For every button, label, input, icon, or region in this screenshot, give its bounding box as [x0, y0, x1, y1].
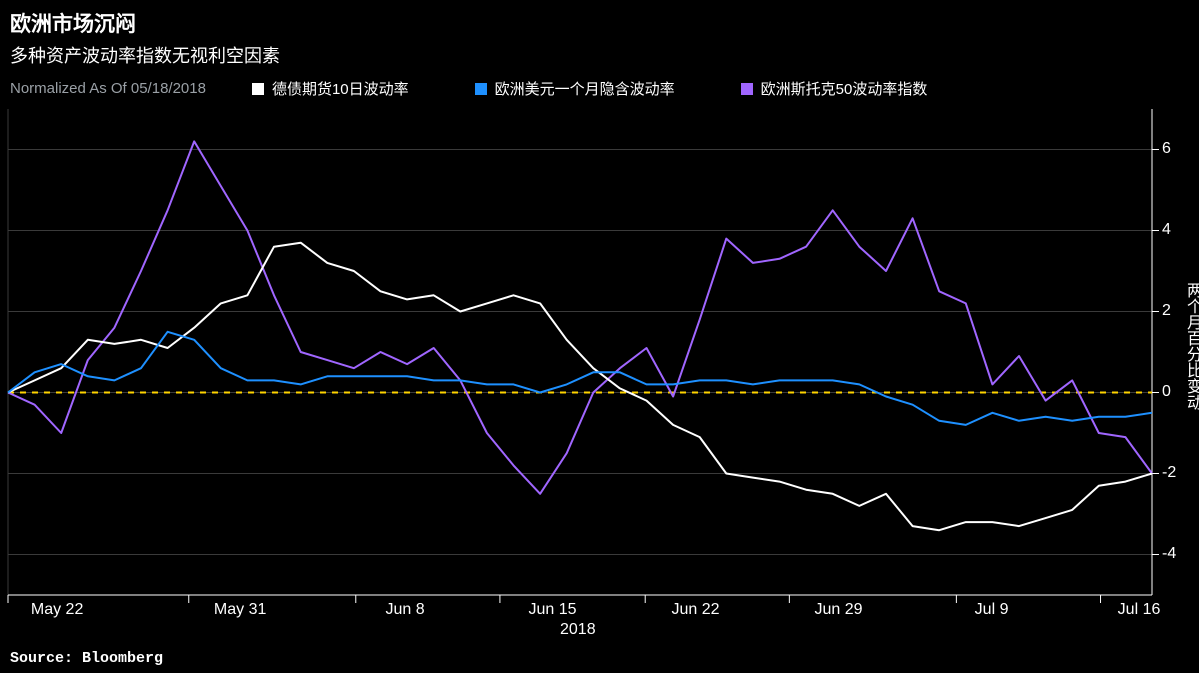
chart-title: 欧洲市场沉闷: [0, 0, 1199, 40]
y-tick-label: 4: [1162, 221, 1171, 239]
y-tick-label: -2: [1162, 464, 1176, 482]
x-tick-label: Jun 15: [529, 601, 577, 619]
swatch-series1: [252, 83, 264, 95]
y-tick-label: -4: [1162, 545, 1176, 563]
source-label: Source: Bloomberg: [10, 650, 163, 667]
legend-label-series3: 欧洲斯托克50波动率指数: [761, 78, 928, 99]
swatch-series2: [475, 83, 487, 95]
legend-item-series1: 德债期货10日波动率: [252, 78, 409, 99]
legend-label-series2: 欧洲美元一个月隐含波动率: [495, 78, 675, 99]
normalized-label: Normalized As Of 05/18/2018: [10, 80, 206, 97]
swatch-series3: [741, 83, 753, 95]
x-tick-label: May 22: [31, 601, 83, 619]
y-axis-title: 两个月百分比变动: [1180, 282, 1199, 410]
y-tick-label: 2: [1162, 302, 1171, 320]
x-tick-label: Jul 9: [975, 601, 1009, 619]
legend-item-series2: 欧洲美元一个月隐含波动率: [475, 78, 675, 99]
x-tick-label: May 31: [214, 601, 266, 619]
x-tick-label: Jul 16: [1118, 601, 1161, 619]
x-tick-label: Jun 29: [815, 601, 863, 619]
y-tick-label: 6: [1162, 140, 1171, 158]
legend-label-series1: 德债期货10日波动率: [272, 78, 409, 99]
legend: Normalized As Of 05/18/2018 德债期货10日波动率 欧…: [0, 74, 1199, 105]
x-tick-label: Jun 22: [672, 601, 720, 619]
y-tick-label: 0: [1162, 383, 1171, 401]
x-tick-label: Jun 8: [386, 601, 425, 619]
chart-subtitle: 多种资产波动率指数无视利空因素: [0, 40, 1199, 74]
line-chart-svg: [0, 105, 1199, 641]
x-axis-title: 2018: [560, 621, 596, 641]
chart-area: 两个月百分比变动 2018 -4 -2 0 2 4 6 May 22 May 31 Jun 8 J…: [0, 105, 1199, 641]
legend-item-series3: 欧洲斯托克50波动率指数: [741, 78, 928, 99]
